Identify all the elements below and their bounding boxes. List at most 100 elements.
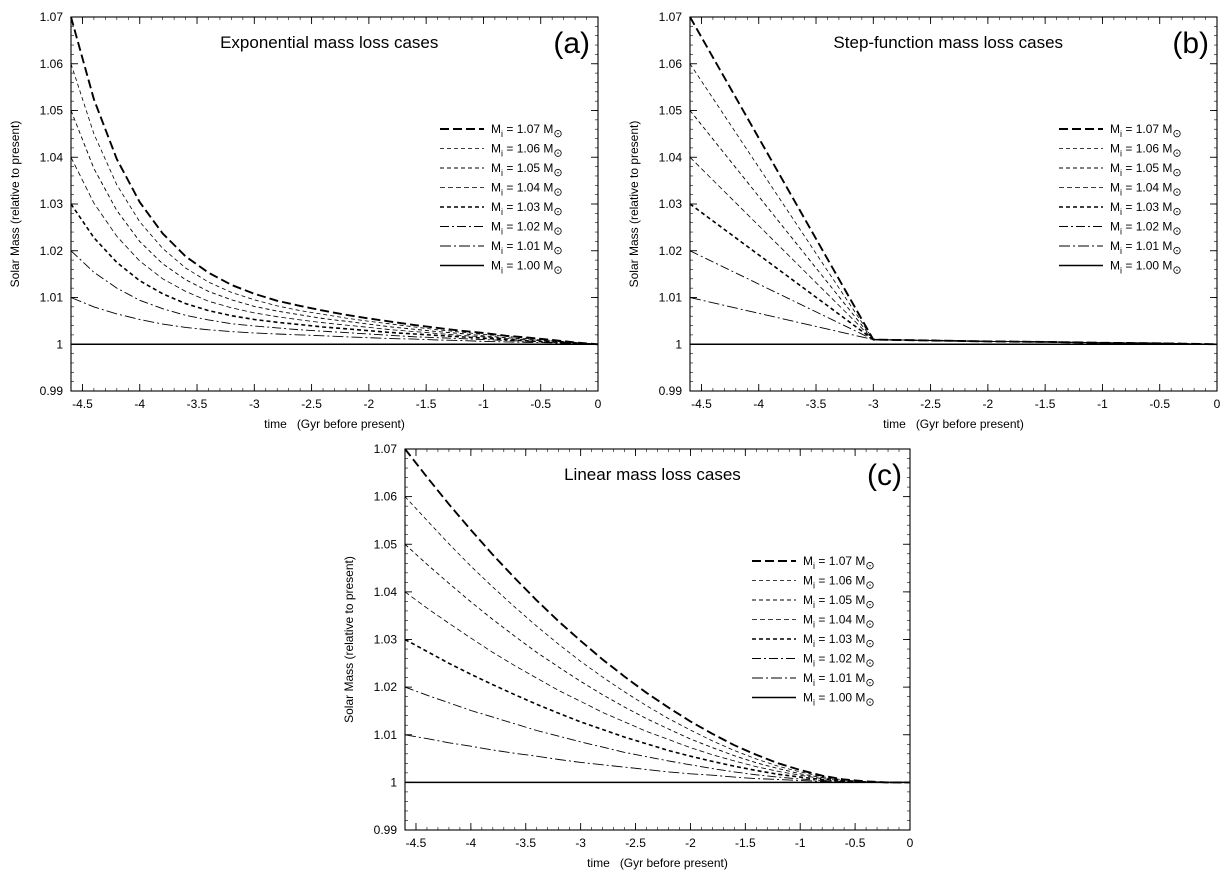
x-tick-label: -2.5: [920, 397, 941, 411]
legend-entry: Mi = 1.01 M⊙: [1110, 239, 1182, 257]
legend-entry: Mi = 1.00 M⊙: [1110, 259, 1182, 277]
series-line-1.03: [404, 638, 910, 784]
sun-symbol-icon: ⊙: [1172, 128, 1181, 140]
chart-panel-a: -4.5 -4 -3.5 -3 -2.5 -2 -1.5 -1 -0.5 0 0.99 1 1.01 1.…: [8, 10, 602, 431]
y-axis-label: Solar Mass (relative to present): [8, 121, 22, 288]
legend-entry: Mi = 1.07 M⊙: [803, 554, 875, 572]
y-tick-label: 1.06: [40, 57, 64, 71]
y-tick-label: 1.06: [374, 490, 398, 504]
series-line-1.04: [404, 591, 910, 783]
y-tick-label: 1.05: [659, 104, 683, 118]
x-axis-label: time (Gyr before present): [883, 417, 1024, 431]
x-tick-label: -4.5: [691, 397, 712, 411]
series-line-1.07: [404, 448, 910, 784]
y-tick-label: 0.99: [659, 384, 683, 398]
legend-entry: Mi = 1.01 M⊙: [803, 671, 875, 689]
x-tick-label: -2: [364, 397, 375, 411]
x-axis-label: time (Gyr before present): [587, 856, 728, 870]
sun-symbol-icon: ⊙: [865, 697, 874, 709]
panel-label: (c): [867, 459, 902, 492]
sun-symbol-icon: ⊙: [865, 619, 874, 631]
sun-symbol-icon: ⊙: [553, 187, 562, 199]
sun-symbol-icon: ⊙: [1172, 226, 1181, 238]
series-line-1.02: [404, 686, 910, 783]
y-tick-label: 1: [675, 337, 682, 351]
chart-panel-c: -4.5 -4 -3.5 -3 -2.5 -2 -1.5 -1 -0.5 0 0.99 1 1.01 1.…: [342, 442, 914, 870]
x-tick-label: -3.5: [187, 397, 208, 411]
x-tick-label: -4.5: [406, 836, 427, 850]
plot-frame: [404, 448, 911, 831]
sun-symbol-icon: ⊙: [553, 148, 562, 160]
legend: Mi = 1.07 M⊙ Mi = 1.06 M⊙Mi = 1.05 M⊙ Mi =…: [440, 122, 563, 277]
x-tick-label: -2: [983, 397, 994, 411]
y-tick-label: 0.99: [40, 384, 64, 398]
x-tick-label: 0: [907, 836, 914, 850]
y-tick-label: 1.05: [374, 537, 398, 551]
x-tick-label: -1.5: [735, 836, 756, 850]
x-tick-label: -0.5: [845, 836, 866, 850]
sun-symbol-icon: ⊙: [1172, 245, 1181, 257]
series-line-1.01: [404, 734, 910, 783]
y-tick-label: 1.07: [40, 10, 64, 24]
sun-symbol-icon: ⊙: [1172, 167, 1181, 179]
sun-symbol-icon: ⊙: [553, 167, 562, 179]
x-tick-label: -0.5: [1149, 397, 1170, 411]
y-tick-label: 1.02: [374, 680, 398, 694]
legend-entry: Mi = 1.05 M⊙: [491, 161, 563, 179]
x-tick-label: 0: [1214, 397, 1221, 411]
x-tick-label: -3.5: [806, 397, 827, 411]
legend-entry: Mi = 1.02 M⊙: [1110, 220, 1182, 238]
plot-frame: [70, 16, 599, 392]
legend-entry: Mi = 1.03 M⊙: [1110, 200, 1182, 218]
legend-entry: Mi = 1.01 M⊙: [491, 239, 563, 257]
legend: Mi = 1.07 M⊙ Mi = 1.06 M⊙Mi = 1.05 M⊙ Mi =…: [1059, 122, 1182, 277]
sun-symbol-icon: ⊙: [553, 226, 562, 238]
x-tick-label: -2.5: [625, 836, 646, 850]
x-tick-label: -4: [753, 397, 764, 411]
y-tick-label: 1.01: [40, 291, 64, 305]
series-line-1.05: [70, 110, 599, 345]
sun-symbol-icon: ⊙: [865, 658, 874, 670]
y-tick-label: 1.04: [659, 150, 683, 164]
chart-title: Exponential mass loss cases: [220, 33, 438, 52]
series-line-1.01: [689, 297, 1218, 345]
chart-panel-b: -4.5 -4 -3.5 -3 -2.5 -2 -1.5 -1 -0.5 0 0.99 1 1.01 1.…: [627, 10, 1221, 431]
y-tick-label: 1.03: [374, 633, 398, 647]
series-line-1.05: [404, 543, 910, 783]
legend-entry: Mi = 1.04 M⊙: [1110, 181, 1182, 199]
chart-title: Step-function mass loss cases: [833, 33, 1063, 52]
sun-symbol-icon: ⊙: [865, 638, 874, 650]
x-tick-label: -3: [249, 397, 260, 411]
y-tick-label: 1.02: [659, 244, 683, 258]
legend-entry: Mi = 1.04 M⊙: [803, 613, 875, 631]
legend-entry: Mi = 1.00 M⊙: [803, 691, 875, 709]
series-line-1.06: [404, 496, 910, 783]
sun-symbol-icon: ⊙: [553, 245, 562, 257]
y-tick-label: 1.03: [40, 197, 64, 211]
x-tick-label: -1: [1097, 397, 1108, 411]
y-tick-label: 1.04: [40, 150, 64, 164]
panel-label: (b): [1172, 27, 1209, 60]
x-tick-label: -0.5: [530, 397, 551, 411]
x-tick-label: -3: [868, 397, 879, 411]
legend-entry: Mi = 1.04 M⊙: [491, 181, 563, 199]
y-tick-label: 1.06: [659, 57, 683, 71]
y-tick-label: 1.07: [374, 442, 398, 456]
legend-entry: Mi = 1.05 M⊙: [803, 593, 875, 611]
y-axis-label: Solar Mass (relative to present): [342, 556, 356, 723]
y-tick-label: 1.01: [659, 291, 683, 305]
series-line-1.07: [70, 16, 599, 346]
sun-symbol-icon: ⊙: [553, 265, 562, 277]
sun-symbol-icon: ⊙: [1172, 148, 1181, 160]
sun-symbol-icon: ⊙: [865, 560, 874, 572]
y-tick-label: 1.07: [659, 10, 683, 24]
x-tick-label: -1: [795, 836, 806, 850]
legend: Mi = 1.07 M⊙ Mi = 1.06 M⊙Mi = 1.05 M⊙ Mi =…: [752, 554, 875, 709]
x-tick-label: -4: [134, 397, 145, 411]
legend-entry: Mi = 1.06 M⊙: [1110, 142, 1182, 160]
sun-symbol-icon: ⊙: [865, 599, 874, 611]
y-tick-label: 1.02: [40, 244, 64, 258]
legend-entry: Mi = 1.03 M⊙: [803, 632, 875, 650]
y-tick-label: 1.01: [374, 728, 398, 742]
